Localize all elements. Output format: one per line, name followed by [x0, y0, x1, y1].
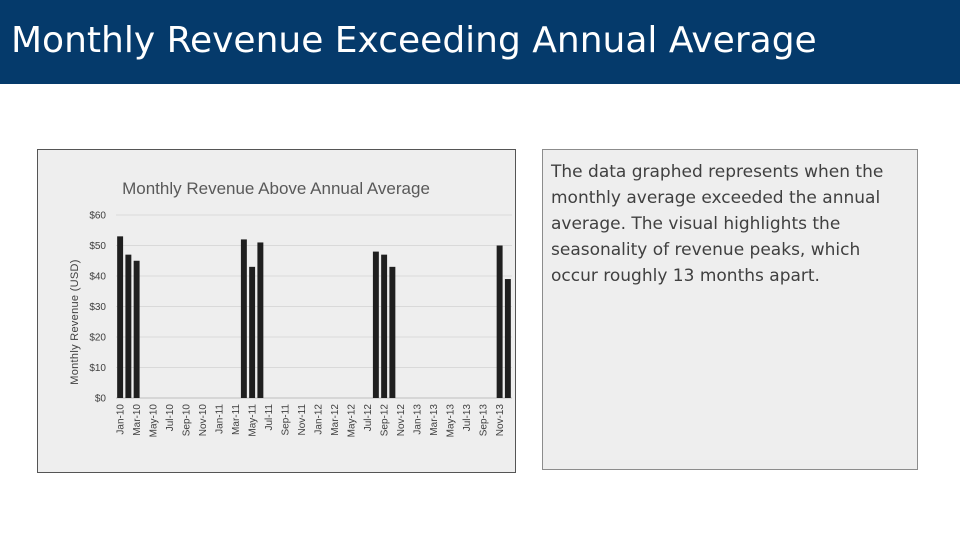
x-tick-label: Jan-12	[314, 404, 325, 435]
bar	[389, 266, 396, 398]
x-tick-label: Nov-11	[297, 404, 308, 436]
x-tick-label: Jan-10	[116, 404, 127, 435]
x-tick-label: May-11	[248, 404, 259, 437]
x-tick-label: Sep-12	[380, 404, 391, 437]
x-tick-label: Jul-12	[363, 404, 374, 432]
bar	[125, 254, 132, 398]
bar	[257, 242, 264, 398]
chart-title: Monthly Revenue Above Annual Average	[122, 179, 430, 198]
x-tick-label: Mar-12	[330, 404, 341, 436]
x-tick-label: Sep-13	[479, 404, 490, 437]
y-axis-label: Monthly Revenue (USD)	[69, 259, 81, 385]
gridlines	[116, 214, 512, 399]
y-tick-label: $40	[89, 272, 106, 283]
x-tick-label: Mar-13	[429, 404, 440, 436]
x-tick-label: Sep-11	[281, 404, 292, 436]
bar	[240, 239, 247, 398]
title-bar: Monthly Revenue Exceeding Annual Average	[0, 0, 960, 84]
x-tick-label: Nov-13	[495, 404, 506, 437]
x-tick-label: Sep-10	[182, 404, 193, 437]
x-tick-label: Nov-10	[198, 404, 209, 437]
bar	[249, 266, 256, 398]
y-tick-label: $50	[89, 241, 106, 252]
bars	[117, 236, 511, 398]
x-tick-label: Jul-10	[165, 404, 176, 432]
y-tick-labels: $0 $10 $20 $30 $40 $50 $60	[89, 211, 106, 405]
x-tick-label: Jan-13	[413, 404, 424, 435]
x-tick-label: Jan-11	[215, 404, 226, 434]
description-text: The data graphed represents when the mon…	[551, 162, 884, 286]
bar	[117, 236, 124, 398]
x-tick-label: May-10	[149, 404, 160, 438]
x-tick-label: Mar-11	[231, 404, 242, 435]
slide-title: Monthly Revenue Exceeding Annual Average	[11, 20, 817, 61]
revenue-bar-chart: Monthly Revenue Above Annual Average Mon…	[69, 179, 512, 438]
x-tick-label: May-12	[347, 404, 358, 438]
x-tick-label: Nov-12	[396, 404, 407, 437]
x-tick-label: Mar-10	[132, 404, 143, 436]
y-tick-label: $0	[95, 394, 107, 405]
bar	[372, 251, 379, 398]
bar	[504, 279, 511, 398]
bar	[381, 254, 388, 398]
x-tick-label: Jul-13	[462, 404, 473, 432]
description-panel: The data graphed represents when the mon…	[542, 149, 918, 470]
y-tick-label: $10	[89, 363, 106, 374]
x-tick-label: Jul-11	[264, 404, 275, 431]
chart-panel: Monthly Revenue Above Annual Average Mon…	[37, 149, 516, 473]
x-tick-label: May-13	[446, 404, 457, 438]
bar	[496, 245, 503, 398]
x-tick-labels: Jan-10 Mar-10 May-10 Jul-10 Sep-10 Nov-10 Jan-…	[116, 404, 507, 438]
bar	[133, 260, 140, 398]
y-tick-label: $30	[89, 302, 106, 313]
y-tick-label: $20	[89, 333, 106, 344]
y-tick-label: $60	[89, 211, 106, 222]
